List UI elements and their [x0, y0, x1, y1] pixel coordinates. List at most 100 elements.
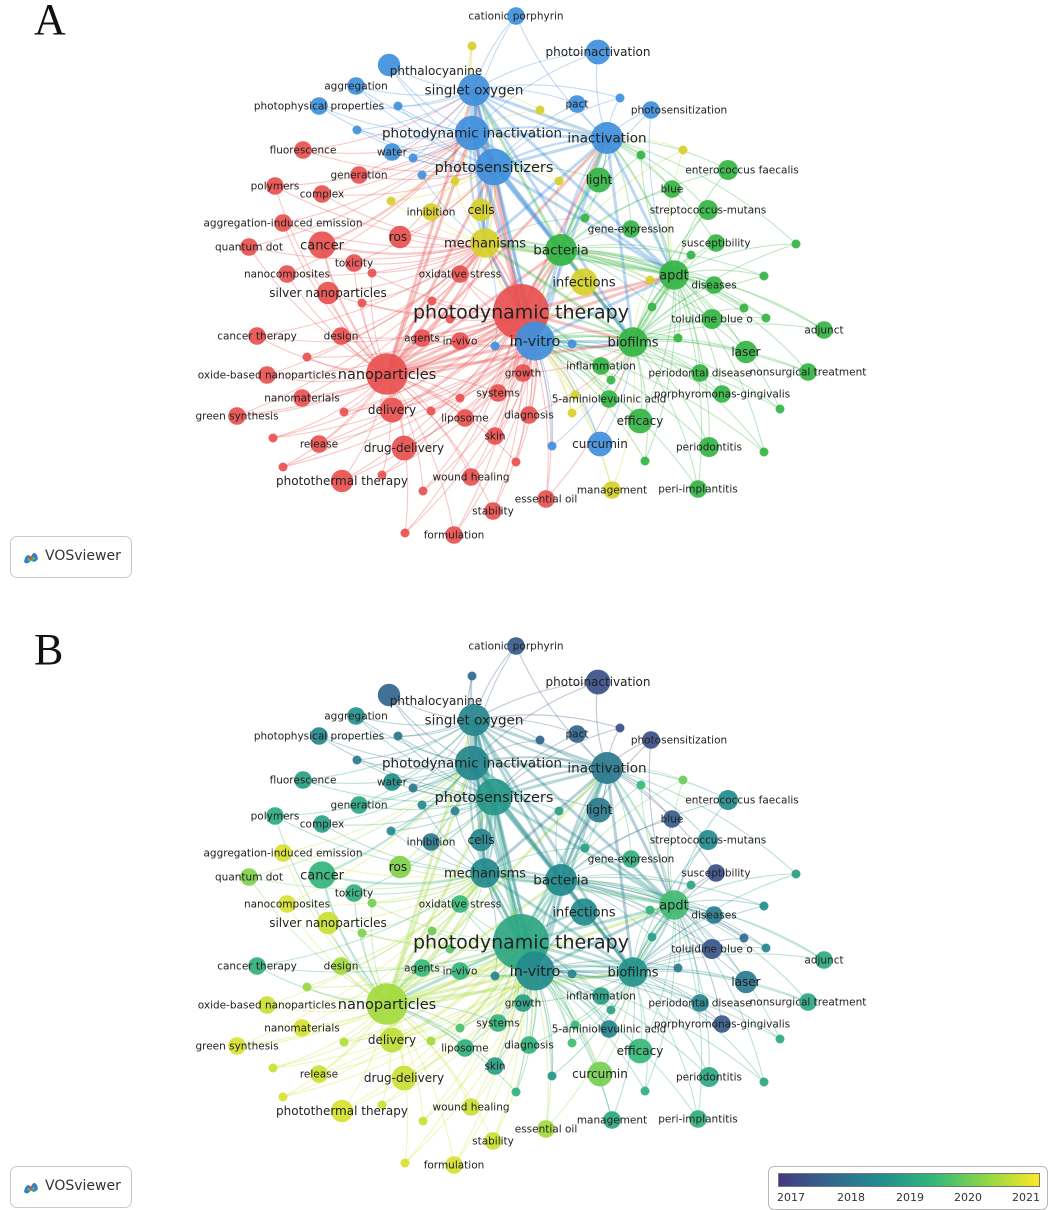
node-nanoparticles[interactable]: [366, 983, 408, 1025]
node-unlabeled-116[interactable]: [386, 826, 396, 836]
node-streptococcus-mutans[interactable]: [698, 830, 718, 850]
node-unlabeled-84[interactable]: [580, 843, 590, 853]
node-unlabeled-81[interactable]: [678, 145, 688, 155]
node-in-vivo[interactable]: [451, 962, 469, 980]
node-unlabeled-105[interactable]: [278, 462, 288, 472]
node-unlabeled-117[interactable]: [408, 783, 418, 793]
node-water[interactable]: [383, 773, 401, 791]
node-blue[interactable]: [663, 810, 681, 828]
node-water[interactable]: [383, 143, 401, 161]
node-quantum-dot[interactable]: [240, 238, 258, 256]
node-unlabeled-89[interactable]: [761, 313, 771, 323]
node-in-vivo[interactable]: [451, 332, 469, 350]
node-unlabeled-89[interactable]: [761, 943, 771, 953]
node-photodynamic-inactivation[interactable]: [454, 745, 490, 781]
node-management[interactable]: [603, 1111, 621, 1129]
node-formulation[interactable]: [445, 1156, 463, 1174]
node-cancer-therapy[interactable]: [248, 957, 266, 975]
node-agents[interactable]: [413, 329, 431, 347]
node-aggregation-induced-emission[interactable]: [274, 214, 292, 232]
node-inactivation[interactable]: [591, 752, 623, 784]
node-unlabeled-108[interactable]: [377, 470, 387, 480]
node-diseases[interactable]: [705, 276, 723, 294]
node-systems[interactable]: [489, 384, 507, 402]
node-cells[interactable]: [469, 828, 493, 852]
node-unlabeled-115[interactable]: [445, 944, 455, 954]
node-aggregation[interactable]: [347, 77, 365, 95]
node-green-synthesis[interactable]: [228, 407, 246, 425]
node-infections[interactable]: [570, 898, 598, 926]
node-singlet-oxygen[interactable]: [458, 74, 490, 106]
node-unlabeled-101[interactable]: [775, 404, 785, 414]
node-susceptibility[interactable]: [707, 234, 725, 252]
node-photosensitizers[interactable]: [475, 148, 513, 186]
node-unlabeled-108[interactable]: [377, 1100, 387, 1110]
node-adjunct[interactable]: [815, 321, 833, 339]
node-singlet-oxygen[interactable]: [458, 704, 490, 736]
node-toluidine-blue-o[interactable]: [702, 309, 722, 329]
node-cancer[interactable]: [308, 861, 336, 889]
node-unlabeled-111[interactable]: [511, 1087, 521, 1097]
node-light[interactable]: [586, 797, 612, 823]
node-drug-delivery[interactable]: [391, 1065, 417, 1091]
node-unlabeled-82[interactable]: [636, 150, 646, 160]
node-photoinactivation[interactable]: [585, 669, 611, 695]
node-porphyromonas-gingivalis[interactable]: [713, 385, 731, 403]
node-unlabeled-94[interactable]: [490, 341, 500, 351]
node-skin[interactable]: [486, 1057, 504, 1075]
node-unlabeled-117[interactable]: [408, 153, 418, 163]
node-toxicity[interactable]: [345, 884, 363, 902]
node-photothermal-therapy[interactable]: [330, 469, 354, 493]
node-quantum-dot[interactable]: [240, 868, 258, 886]
node-cancer-therapy[interactable]: [248, 327, 266, 345]
node-unlabeled-74[interactable]: [352, 125, 362, 135]
node-unlabeled-112[interactable]: [357, 298, 367, 308]
node-periodontal-disease[interactable]: [691, 364, 709, 382]
node-inhibition[interactable]: [422, 203, 440, 221]
node-bacteria[interactable]: [545, 234, 577, 266]
node-skin[interactable]: [486, 427, 504, 445]
node-oxide-based-nanoparticles[interactable]: [258, 366, 276, 384]
node-porphyromonas-gingivalis[interactable]: [713, 1015, 731, 1033]
node-peri-implantitis[interactable]: [689, 1110, 707, 1128]
node-inflammation[interactable]: [592, 357, 610, 375]
node-unlabeled-75[interactable]: [393, 101, 403, 111]
node-unlabeled-100[interactable]: [759, 1077, 769, 1087]
node-phthalocyanine[interactable]: [377, 53, 401, 77]
node-oxidative-stress[interactable]: [451, 895, 469, 913]
node-unlabeled-78[interactable]: [467, 41, 477, 51]
node-unlabeled-75[interactable]: [393, 731, 403, 741]
node-management[interactable]: [603, 481, 621, 499]
node-in-vitro[interactable]: [515, 321, 555, 361]
node-biofilms[interactable]: [618, 957, 648, 987]
node-unlabeled-76[interactable]: [417, 170, 427, 180]
node-photodynamic-inactivation[interactable]: [454, 115, 490, 151]
node-unlabeled-76[interactable]: [417, 800, 427, 810]
node-mechanisms[interactable]: [470, 228, 500, 258]
node-ros[interactable]: [388, 855, 412, 879]
node-unlabeled-113[interactable]: [367, 268, 377, 278]
node-unlabeled-101[interactable]: [775, 1034, 785, 1044]
node-periodontal-disease[interactable]: [691, 994, 709, 1012]
node-unlabeled-84[interactable]: [580, 213, 590, 223]
node-unlabeled-77[interactable]: [450, 176, 460, 186]
node-drug-delivery[interactable]: [391, 435, 417, 461]
node-cells[interactable]: [469, 198, 493, 222]
node-cationic-porphyrin[interactable]: [507, 7, 525, 25]
node-curcumin[interactable]: [587, 431, 613, 457]
node-unlabeled-79[interactable]: [535, 105, 545, 115]
node-adjunct[interactable]: [815, 951, 833, 969]
node-streptococcus-mutans[interactable]: [698, 200, 718, 220]
node-unlabeled-90[interactable]: [739, 303, 749, 313]
node-inflammation[interactable]: [592, 987, 610, 1005]
node-green-synthesis[interactable]: [228, 1037, 246, 1055]
node-unlabeled-87[interactable]: [791, 869, 801, 879]
node-unlabeled-87[interactable]: [791, 239, 801, 249]
node-unlabeled-93[interactable]: [567, 339, 577, 349]
node-laser[interactable]: [734, 970, 758, 994]
node-unlabeled-78[interactable]: [467, 671, 477, 681]
node-peri-implantitis[interactable]: [689, 480, 707, 498]
node-nanocomposites[interactable]: [278, 265, 296, 283]
node-inhibition[interactable]: [422, 833, 440, 851]
node-unlabeled-106[interactable]: [426, 1036, 436, 1046]
